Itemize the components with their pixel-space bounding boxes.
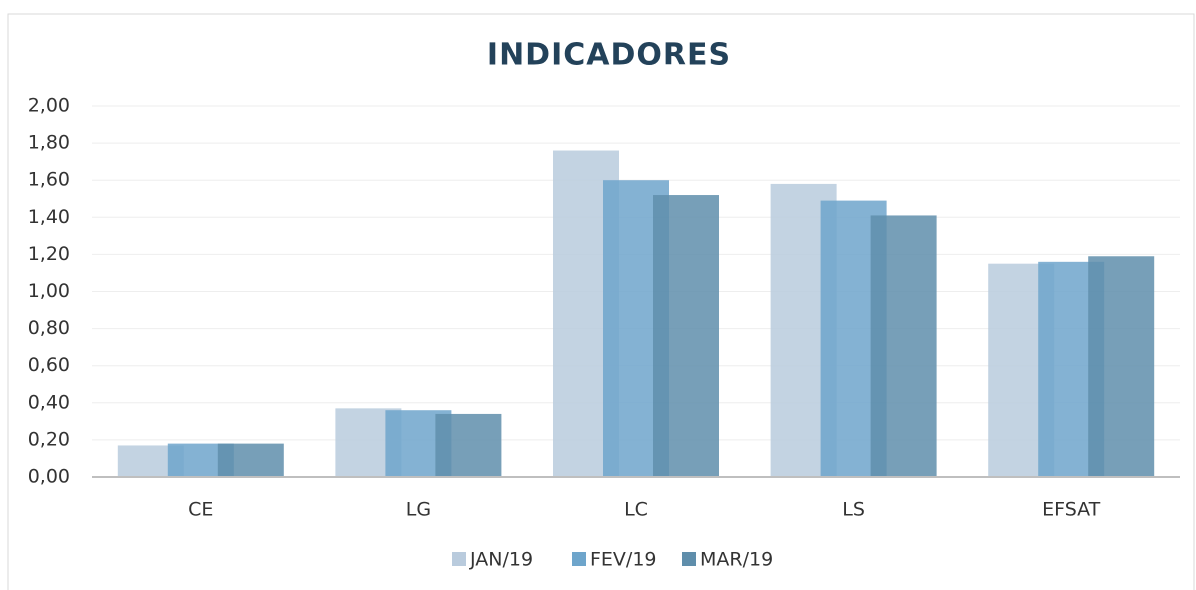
y-tick-label: 1,60 xyxy=(28,169,70,191)
bar xyxy=(217,443,284,477)
legend-swatch xyxy=(682,552,696,566)
y-tick-label: 2,00 xyxy=(28,95,70,117)
y-tick-label: 1,20 xyxy=(28,243,70,265)
bar xyxy=(435,413,502,477)
x-tick-label: LG xyxy=(406,499,431,521)
x-tick-label: LC xyxy=(624,499,648,521)
bar xyxy=(870,215,937,477)
y-tick-label: 0,00 xyxy=(28,466,70,488)
legend-swatch xyxy=(452,552,466,566)
y-tick-label: 0,40 xyxy=(28,391,70,413)
y-tick-label: 0,20 xyxy=(28,428,70,450)
legend-label: JAN/19 xyxy=(469,549,533,571)
legend-label: MAR/19 xyxy=(700,549,773,571)
x-tick-label: LS xyxy=(842,499,865,521)
x-tick-label: CE xyxy=(188,499,213,521)
y-tick-label: 1,40 xyxy=(28,206,70,228)
legend-swatch xyxy=(572,552,586,566)
y-tick-label: 1,00 xyxy=(28,280,70,302)
bar xyxy=(653,195,719,478)
y-tick-label: 0,80 xyxy=(28,317,70,339)
x-tick-label: EFSAT xyxy=(1042,499,1101,521)
bar xyxy=(1088,256,1155,477)
chart-title: INDICADORES xyxy=(487,38,731,73)
y-tick-label: 0,60 xyxy=(28,354,70,376)
y-tick-label: 1,80 xyxy=(28,132,70,154)
legend-label: FEV/19 xyxy=(590,549,657,571)
